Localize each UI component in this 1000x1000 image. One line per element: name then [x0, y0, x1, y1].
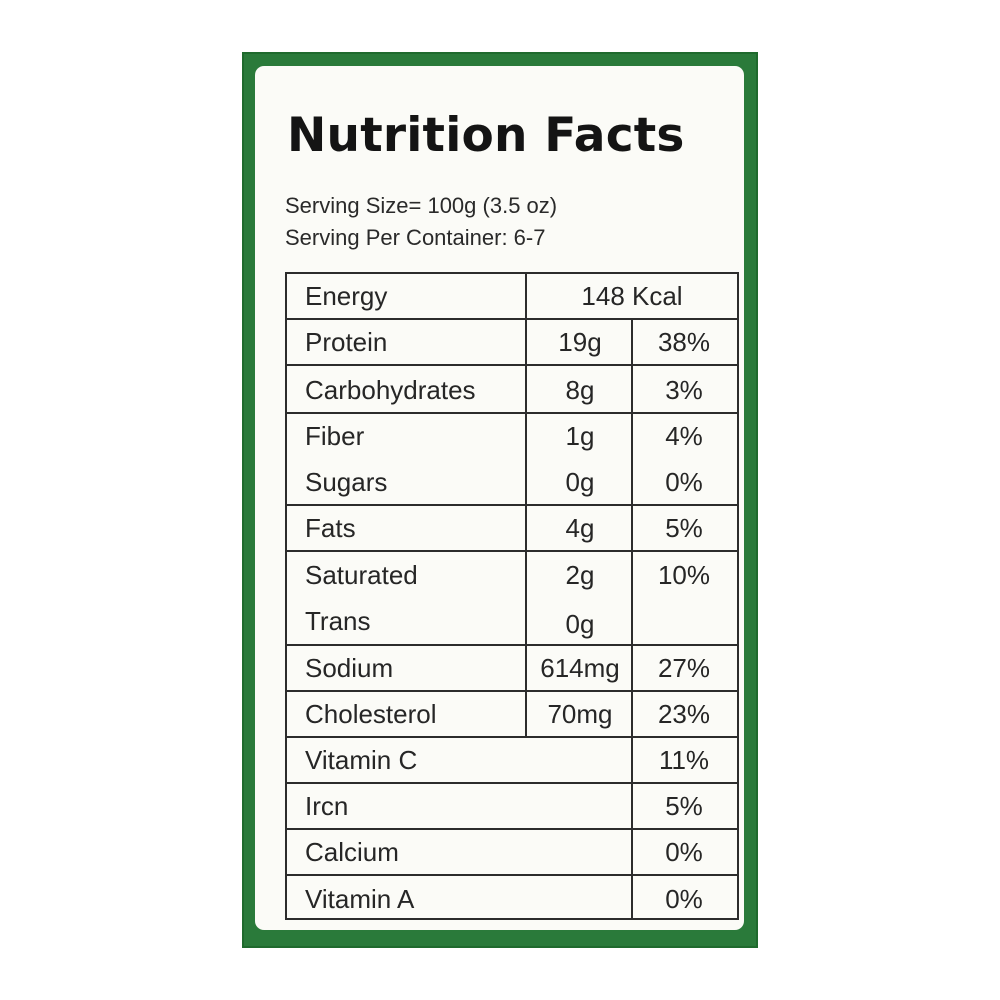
nutrient-amount: 4g — [565, 513, 595, 543]
row-divider — [287, 874, 737, 876]
nutrient-daily-value: 0% — [665, 884, 703, 914]
nutrient-daily-value: 10% — [657, 560, 711, 590]
nutrient-amount: 2g — [565, 560, 595, 590]
nutrient-amount: 0g — [565, 467, 595, 497]
row-divider — [287, 782, 737, 784]
nutrient-daily-value: 0% — [665, 467, 703, 497]
serving-size: Serving Size= 100g (3.5 oz) — [285, 193, 558, 218]
nutrient-amount: 19g — [558, 327, 602, 357]
nutrient-daily-value: 23% — [657, 699, 711, 729]
nutrient-daily-value: 0% — [665, 837, 703, 867]
row-divider — [287, 412, 737, 414]
nutrient-amount: 8g — [565, 375, 595, 405]
row-divider — [287, 828, 737, 830]
nutrient-name: Fiber — [305, 421, 365, 451]
nutrient-name: Ircn — [305, 791, 349, 821]
nutrient-daily-value: 4% — [665, 421, 703, 451]
row-divider — [287, 736, 737, 738]
nutrient-name: Energy — [305, 281, 388, 311]
nutrient-name: Protein — [305, 327, 388, 357]
nutrition-table: Energy 148 Kcal Protein 19g 38% Carbohyd… — [285, 272, 739, 920]
nutrient-daily-value: 27% — [657, 653, 711, 683]
nutrient-name: Saturated — [305, 560, 418, 590]
nutrient-name: Carbohydrates — [305, 375, 476, 405]
nutrition-label: Nutrition Facts Serving Size= 100g (3.5 … — [255, 66, 744, 930]
servings-per-container: Serving Per Container: 6-7 — [285, 225, 546, 250]
row-divider — [287, 504, 737, 506]
nutrient-daily-value: 11% — [658, 745, 710, 775]
nutrient-name: Fats — [305, 513, 356, 543]
nutrient-name: Cholesterol — [305, 699, 437, 729]
column-divider — [631, 318, 633, 918]
nutrient-amount: 1g — [565, 421, 595, 451]
nutrient-name: Sodium — [305, 653, 394, 683]
nutrient-name: Vitamin A — [305, 884, 415, 914]
column-divider — [525, 274, 527, 736]
nutrient-amount: 70mg — [547, 699, 613, 729]
product-packaging: Nutrition Facts Serving Size= 100g (3.5 … — [242, 52, 758, 948]
nutrient-name: Trans — [305, 606, 371, 636]
nutrient-name: Calcium — [305, 837, 399, 867]
nutrient-amount: 0g — [565, 609, 595, 639]
row-divider — [287, 644, 737, 646]
nutrient-daily-value: 3% — [665, 375, 703, 405]
nutrient-amount: 614mg — [540, 653, 620, 683]
row-divider — [287, 318, 737, 320]
nutrient-daily-value: 5% — [665, 513, 703, 543]
nutrient-name: Vitamin C — [305, 745, 418, 775]
row-divider — [287, 550, 737, 552]
nutrient-name: Sugars — [305, 467, 388, 497]
nutrient-daily-value: 38% — [657, 327, 711, 357]
nutrient-amount: 148 Kcal — [581, 281, 683, 311]
row-divider — [287, 690, 737, 692]
nutrient-daily-value: 5% — [665, 791, 703, 821]
row-divider — [287, 364, 737, 366]
nutrition-title: Nutrition Facts — [287, 108, 685, 163]
